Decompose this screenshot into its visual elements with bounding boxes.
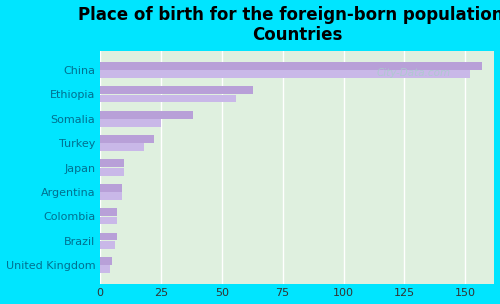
Bar bbox=[100, 143, 144, 151]
Bar bbox=[100, 168, 124, 176]
Bar bbox=[100, 192, 122, 200]
Bar bbox=[100, 95, 236, 102]
Bar bbox=[100, 216, 117, 224]
Bar bbox=[100, 111, 192, 119]
Bar bbox=[100, 265, 110, 273]
Text: City-Data.com: City-Data.com bbox=[376, 68, 450, 78]
Bar bbox=[100, 257, 112, 265]
Bar bbox=[100, 86, 254, 94]
Bar bbox=[100, 70, 470, 78]
Bar bbox=[100, 208, 117, 216]
Bar bbox=[100, 135, 154, 143]
Bar bbox=[100, 119, 161, 127]
Bar bbox=[100, 184, 122, 192]
Bar bbox=[100, 160, 124, 167]
Bar bbox=[100, 233, 117, 240]
Bar bbox=[100, 62, 482, 70]
Bar bbox=[100, 241, 114, 249]
Title: Place of birth for the foreign-born population -
Countries: Place of birth for the foreign-born popu… bbox=[78, 5, 500, 44]
